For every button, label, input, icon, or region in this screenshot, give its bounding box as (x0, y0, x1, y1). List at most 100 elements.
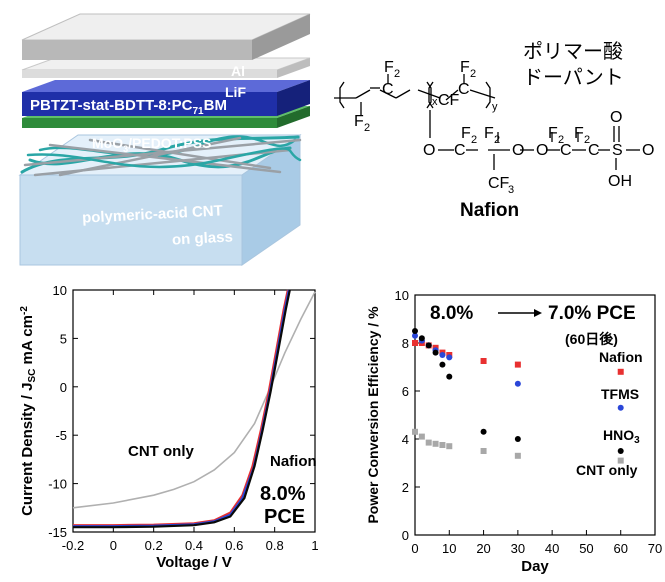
jv-ytick-label: -10 (48, 477, 67, 492)
pce-xtick-label: 30 (511, 541, 525, 556)
pce-ytick-label: 10 (395, 288, 409, 303)
jv-ticks: -0.2 0 0.2 0.4 0.6 0.8 1 -15 -10 -5 0 5 10 (48, 283, 318, 553)
atom-f-6: F (548, 125, 558, 142)
pce-point-cnt-only (418, 433, 425, 440)
atom-s: S (612, 142, 623, 159)
glass-substrate-layer (18, 134, 302, 266)
jv-annotation-nafion: Nafion (270, 453, 317, 470)
pce-xlabel: Day (521, 558, 549, 575)
pce-xtick-label: 10 (442, 541, 456, 556)
pce-ytick-label: 4 (402, 432, 409, 447)
nafion-structure: F 2 F 2 C x CF F 2 C y O C F 2 F 2 O CF … (334, 59, 654, 196)
lif-layer (21, 57, 311, 78)
atom-c-1: C (382, 81, 394, 98)
pce-point-hno3 (425, 342, 432, 349)
jv-xtick-label: 0.8 (266, 538, 284, 553)
jv-ytick-label: 0 (60, 380, 67, 395)
jv-xtick-label: 0.6 (225, 538, 243, 553)
jv-xtick-label: -0.2 (62, 538, 84, 553)
pce-point-tfms (446, 354, 453, 361)
pce-point-cnt-only (439, 442, 446, 448)
jv-xtick-label: 0.2 (145, 538, 163, 553)
pce-label-hno3: HNO3 (603, 427, 640, 446)
pce-point-tfms (439, 352, 446, 358)
atom-cf3: CF (488, 175, 510, 192)
active-label-end: BM (203, 97, 227, 114)
jv-annotation-pce-value: 8.0% (260, 483, 306, 505)
pce-point-cnt-only (617, 457, 624, 464)
jv-ytick-label: 5 (60, 331, 67, 346)
pce-headline-left: 8.0% (430, 303, 473, 324)
pce-point-hno3 (432, 349, 439, 356)
pce-point-nafion (617, 368, 624, 375)
pce-point-cnt-only (425, 439, 432, 446)
pce-point-nafion (480, 358, 487, 364)
device-stack-figure: Al LiF PBTZT-stat-BDTT-8:PC71BM MoO3/PED… (0, 0, 330, 280)
jv-ylabel-exp: -2 (19, 306, 30, 315)
pce-headline-right: 7.0% PCE (548, 303, 636, 324)
pce-points (412, 328, 624, 464)
active-label-sub: 71 (192, 106, 204, 117)
atom-sub-2-2: 2 (394, 68, 400, 80)
atom-f-7: F (574, 125, 584, 142)
jv-series-hno3 (73, 289, 291, 529)
pce-point-tfms (412, 332, 418, 339)
pce-point-hno3 (446, 373, 453, 380)
nafion-title: Nafion (460, 200, 520, 221)
jv-ylabel-main: Current Density / J (19, 383, 36, 516)
pce-label-hno3-main: HNO (603, 427, 634, 443)
atom-o-1: O (423, 142, 435, 159)
atom-f-3: F (460, 59, 470, 76)
pce-point-cnt-only (432, 440, 439, 447)
jv-xtick-label: 0.4 (185, 538, 203, 553)
pce-ytick-label: 6 (402, 384, 409, 399)
atom-o-4: O (610, 109, 622, 126)
pce-point-tfms (514, 380, 521, 387)
atom-f-2: F (384, 59, 394, 76)
cnt-network (20, 135, 302, 177)
pce-point-tfms (617, 404, 624, 411)
glass-label: on glass (171, 228, 234, 249)
atom-oh: OH (608, 173, 632, 190)
pce-xtick-label: 50 (579, 541, 593, 556)
jv-plot-frame (72, 289, 316, 533)
atom-sub-2-1: 2 (364, 122, 370, 134)
atom-sub-2-6: 2 (558, 134, 564, 146)
htl-label-sub: 3 (123, 143, 129, 154)
atom-sub-2-4: 2 (471, 134, 477, 146)
pce-label-tfms: TFMS (601, 386, 639, 402)
atom-c-3: C (454, 142, 466, 159)
pce-ticks: 0 10 20 30 40 50 60 70 0 2 4 6 8 10 (395, 288, 663, 556)
jp-title: ポリマー酸 ドーパント (523, 38, 624, 90)
atom-f-5: F (484, 125, 494, 142)
pce-point-hno3 (514, 436, 521, 442)
atom-o-3: O (536, 142, 548, 159)
jv-series-cnt-only (72, 291, 316, 509)
atom-c-5: C (588, 142, 600, 159)
pce-xtick-label: 70 (648, 541, 662, 556)
jv-xlabel: Voltage / V (156, 554, 232, 571)
pce-point-hno3 (418, 335, 425, 342)
active-layer-label: PBTZT-stat-BDTT-8:PC71BM (30, 97, 227, 117)
pce-label-cnt: CNT only (576, 462, 638, 478)
pce-headline-sub: (60日後) (565, 331, 618, 347)
htl-layer-label: MoO3/PEDOT:PSS (92, 135, 211, 154)
subscript-x: x (432, 96, 438, 108)
pce-ytick-label: 8 (402, 336, 409, 351)
pce-label-nafion: Nafion (599, 349, 643, 365)
pce-xtick-label: 60 (613, 541, 627, 556)
atom-f-4: F (461, 125, 471, 142)
pce-headline-arrow (498, 309, 542, 317)
lif-label: LiF (225, 84, 246, 100)
jv-chart: -0.2 0 0.2 0.4 0.6 0.8 1 -15 -10 -5 0 5 10 Voltage /… (19, 283, 319, 571)
pce-label-hno3-sub: 3 (634, 435, 640, 446)
atom-o-5: O (642, 142, 654, 159)
atom-sub-2-3: 2 (470, 68, 476, 80)
al-layer (21, 13, 311, 60)
pce-xtick-label: 40 (545, 541, 559, 556)
pce-point-cnt-only (480, 448, 487, 454)
pce-xtick-label: 0 (411, 541, 418, 556)
htl-label-main: MoO (92, 135, 124, 151)
jv-ylabel-unit: mA cm (19, 315, 36, 369)
pce-point-cnt-only (514, 452, 521, 459)
